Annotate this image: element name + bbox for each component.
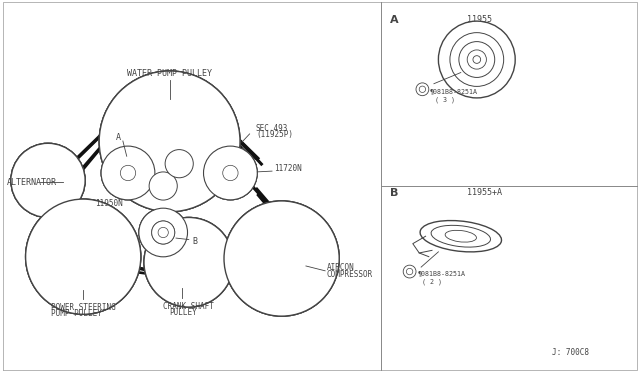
Ellipse shape bbox=[99, 71, 240, 212]
Ellipse shape bbox=[152, 221, 175, 244]
Ellipse shape bbox=[149, 172, 177, 200]
Text: ¶081B8-8251A: ¶081B8-8251A bbox=[417, 270, 465, 276]
Ellipse shape bbox=[101, 146, 155, 200]
Ellipse shape bbox=[158, 227, 168, 238]
Text: 11720N: 11720N bbox=[274, 164, 301, 173]
Text: 11955+A: 11955+A bbox=[467, 188, 502, 197]
Ellipse shape bbox=[420, 221, 502, 252]
Ellipse shape bbox=[11, 143, 85, 218]
Ellipse shape bbox=[11, 143, 85, 218]
Ellipse shape bbox=[225, 167, 236, 179]
Text: CRANK SHAFT: CRANK SHAFT bbox=[163, 302, 214, 311]
Ellipse shape bbox=[165, 150, 193, 178]
Ellipse shape bbox=[419, 86, 426, 93]
Ellipse shape bbox=[139, 208, 188, 257]
Text: A: A bbox=[116, 133, 121, 142]
Ellipse shape bbox=[139, 208, 188, 257]
Ellipse shape bbox=[204, 146, 257, 200]
Ellipse shape bbox=[416, 83, 429, 96]
Text: B: B bbox=[390, 188, 399, 198]
Ellipse shape bbox=[123, 168, 133, 178]
Text: SEC.493: SEC.493 bbox=[256, 124, 289, 133]
Ellipse shape bbox=[406, 268, 413, 275]
Ellipse shape bbox=[158, 227, 168, 238]
Text: A: A bbox=[390, 15, 399, 25]
Ellipse shape bbox=[204, 146, 257, 200]
Ellipse shape bbox=[149, 172, 177, 200]
Ellipse shape bbox=[204, 146, 257, 200]
Ellipse shape bbox=[431, 225, 490, 247]
Text: 11950N: 11950N bbox=[95, 199, 122, 208]
Text: J: 700C8: J: 700C8 bbox=[552, 348, 589, 357]
Ellipse shape bbox=[438, 21, 515, 98]
Text: ALTERNATOR: ALTERNATOR bbox=[6, 178, 56, 187]
Ellipse shape bbox=[165, 150, 193, 178]
Ellipse shape bbox=[101, 146, 155, 200]
Text: ( 2 ): ( 2 ) bbox=[422, 279, 442, 285]
Ellipse shape bbox=[99, 71, 240, 212]
Ellipse shape bbox=[139, 208, 188, 257]
Ellipse shape bbox=[144, 218, 234, 307]
Text: COMPRESSOR: COMPRESSOR bbox=[326, 270, 372, 279]
Ellipse shape bbox=[223, 165, 238, 181]
Text: WATER PUMP PULLEY: WATER PUMP PULLEY bbox=[127, 69, 212, 78]
Text: (11925P): (11925P) bbox=[256, 130, 293, 139]
Ellipse shape bbox=[26, 199, 141, 314]
Ellipse shape bbox=[459, 42, 495, 77]
Ellipse shape bbox=[152, 221, 175, 244]
Text: 11955: 11955 bbox=[467, 15, 492, 24]
Ellipse shape bbox=[144, 218, 234, 307]
Text: POWER STEERING: POWER STEERING bbox=[51, 303, 116, 312]
Ellipse shape bbox=[152, 221, 175, 244]
Ellipse shape bbox=[224, 201, 339, 316]
Ellipse shape bbox=[445, 230, 476, 242]
Ellipse shape bbox=[224, 201, 339, 316]
Text: B: B bbox=[192, 237, 197, 246]
Ellipse shape bbox=[152, 221, 175, 244]
Ellipse shape bbox=[144, 218, 234, 307]
Text: ( 3 ): ( 3 ) bbox=[435, 96, 455, 103]
Ellipse shape bbox=[99, 71, 240, 212]
Ellipse shape bbox=[473, 56, 481, 63]
Ellipse shape bbox=[225, 168, 236, 178]
Text: PULLEY: PULLEY bbox=[170, 308, 197, 317]
Ellipse shape bbox=[152, 221, 175, 244]
Text: PUMP PULLEY: PUMP PULLEY bbox=[51, 309, 102, 318]
Ellipse shape bbox=[26, 199, 141, 314]
Ellipse shape bbox=[403, 265, 416, 278]
Ellipse shape bbox=[11, 143, 85, 218]
Ellipse shape bbox=[165, 150, 193, 178]
Ellipse shape bbox=[467, 50, 486, 69]
Ellipse shape bbox=[450, 33, 504, 86]
Ellipse shape bbox=[149, 172, 177, 200]
Ellipse shape bbox=[120, 165, 136, 181]
Ellipse shape bbox=[122, 167, 134, 179]
Ellipse shape bbox=[26, 199, 141, 314]
Ellipse shape bbox=[101, 146, 155, 200]
Text: AIRCON: AIRCON bbox=[326, 263, 354, 272]
Ellipse shape bbox=[224, 201, 339, 316]
Ellipse shape bbox=[157, 227, 169, 238]
Text: ¶081B8-8251A: ¶081B8-8251A bbox=[430, 88, 478, 94]
